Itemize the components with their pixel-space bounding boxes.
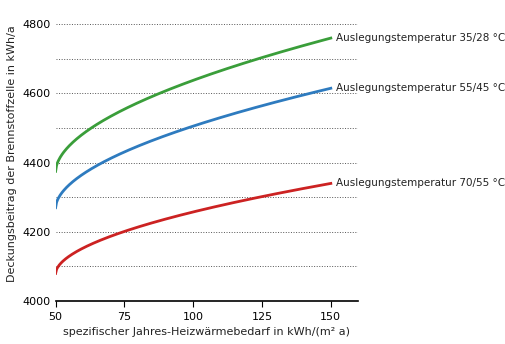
Text: Auslegungstemperatur 55/45 °C: Auslegungstemperatur 55/45 °C <box>336 83 504 93</box>
X-axis label: spezifischer Jahres-Heizwärmebedarf in kWh/(m² a): spezifischer Jahres-Heizwärmebedarf in k… <box>63 327 350 337</box>
Text: Auslegungstemperatur 35/28 °C: Auslegungstemperatur 35/28 °C <box>336 33 504 43</box>
Y-axis label: Deckungsbeitrag der Brennstoffzelle in kWh/a: Deckungsbeitrag der Brennstoffzelle in k… <box>7 26 17 282</box>
Text: Auslegungstemperatur 70/55 °C: Auslegungstemperatur 70/55 °C <box>336 179 504 189</box>
